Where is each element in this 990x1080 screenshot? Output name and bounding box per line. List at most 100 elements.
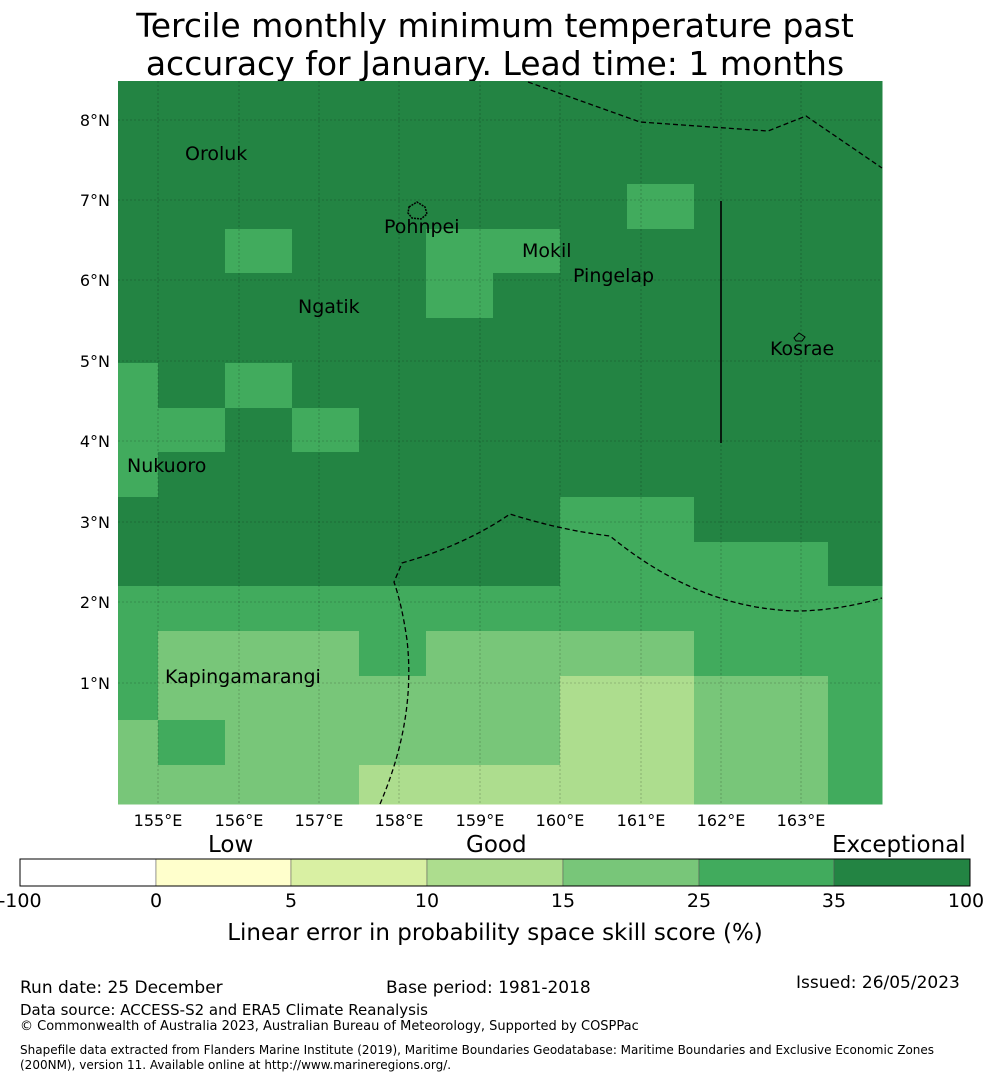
grid-cell: [828, 363, 883, 409]
grid-cell: [493, 140, 561, 185]
grid-cell: [225, 140, 293, 185]
lat-label: 7°N: [80, 191, 110, 210]
lon-label: 157°E: [295, 811, 344, 830]
grid-cell: [627, 318, 695, 364]
grid-cell: [292, 676, 360, 721]
grid-cell: [359, 542, 427, 587]
grid-cell: [627, 273, 695, 319]
colorbar-tick: -100: [0, 890, 42, 912]
grid-cell: [426, 497, 494, 543]
lon-label: 158°E: [375, 811, 424, 830]
grid-cell: [225, 586, 293, 632]
grid-cell: [694, 676, 762, 721]
grid-cell: [694, 318, 762, 364]
grid-cell: [560, 81, 628, 97]
grid-cell: [560, 765, 628, 805]
grid-cell: [761, 229, 829, 274]
place-ngatik: Ngatik: [298, 296, 360, 318]
grid-cell: [118, 184, 159, 230]
shapefile-credit-line2: (200NM), version 11. Available online at…: [20, 1058, 452, 1072]
grid-cell: [118, 765, 159, 805]
grid-cell: [118, 96, 159, 141]
grid-cell: [761, 363, 829, 409]
grid-cell: [627, 452, 695, 498]
grid-cell: [359, 720, 427, 766]
grid-cell: [493, 586, 561, 632]
grid-cell: [158, 542, 226, 587]
lon-label: 155°E: [134, 811, 183, 830]
grid-cell: [560, 408, 628, 453]
colorbar-tick: 10: [414, 890, 440, 912]
map-title-line2: accuracy for January. Lead time: 1 month…: [145, 44, 845, 83]
grid-cell: [761, 631, 829, 677]
grid-cell: [292, 542, 360, 587]
pohnpei-island-icon: [407, 201, 428, 220]
colorbar-tick: 15: [550, 890, 576, 912]
grid-cell: [118, 542, 159, 587]
grid-cell: [493, 720, 561, 766]
colorbar-swatch: [155, 858, 292, 887]
grid-cell: [627, 81, 695, 97]
lat-label: 5°N: [80, 352, 110, 371]
grid-cell: [359, 497, 427, 543]
grid-cell: [493, 363, 561, 409]
grid-cell: [493, 676, 561, 721]
grid-cell: [225, 765, 293, 805]
lon-label: 159°E: [456, 811, 505, 830]
grid-cell: [828, 184, 883, 230]
grid-cell: [359, 229, 427, 274]
grid-cell: [426, 676, 494, 721]
grid-cell: [828, 720, 883, 766]
category-low: Low: [208, 832, 254, 858]
grid-cell: [694, 96, 762, 141]
place-kapingamarangi: Kapingamarangi: [165, 666, 321, 688]
skill-grid: [118, 81, 883, 805]
category-exceptional: Exceptional: [832, 832, 966, 858]
skill-map: Oroluk Pohnpei Mokil Pingelap Ngatik Kos…: [80, 81, 883, 830]
colorbar-tick: 25: [686, 890, 712, 912]
grid-cell: [225, 452, 293, 498]
lat-label: 1°N: [80, 674, 110, 693]
grid-cell: [828, 81, 883, 97]
grid-cell: [560, 586, 628, 632]
run-date: Run date: 25 December: [20, 978, 223, 998]
grid-cell: [761, 81, 829, 97]
grid-cell: [118, 631, 159, 677]
colorbar-swatch: [426, 858, 564, 887]
grid-cell: [292, 408, 360, 453]
map-title-line1: Tercile monthly minimum temperature past: [136, 6, 854, 45]
place-nukuoro: Nukuoro: [127, 455, 206, 477]
grid-cell: [828, 229, 883, 274]
grid-cell: [292, 363, 360, 409]
grid-cell: [359, 184, 427, 230]
grid-cell: [118, 720, 159, 766]
grid-cell: [359, 96, 427, 141]
grid-cell: [694, 497, 762, 543]
grid-cell: [493, 542, 561, 587]
colorbar-swatch: [19, 858, 157, 887]
grid-cell: [225, 363, 293, 409]
colorbar: [19, 858, 971, 887]
grid-cell: [359, 676, 427, 721]
lon-label: 160°E: [536, 811, 585, 830]
grid-cell: [493, 184, 561, 230]
grid-cell: [560, 318, 628, 364]
grid-cell: [426, 408, 494, 453]
grid-cell: [426, 631, 494, 677]
place-oroluk: Oroluk: [185, 143, 247, 165]
colorbar-swatch: [698, 858, 835, 887]
grid-cell: [158, 452, 226, 498]
grid-cell: [493, 318, 561, 364]
grid-cell: [225, 96, 293, 141]
grid-cell: [493, 81, 561, 97]
colorbar-swatches: [19, 858, 971, 887]
grid-cell: [292, 631, 360, 677]
grid-cell: [560, 452, 628, 498]
lon-label: 163°E: [777, 811, 826, 830]
colorbar-tick: 5: [284, 890, 298, 912]
colorbar-tick: 0: [149, 890, 163, 912]
grid-cell: [560, 631, 628, 677]
lon-label: 156°E: [215, 811, 264, 830]
grid-cell: [694, 363, 762, 409]
grid-cell: [761, 408, 829, 453]
